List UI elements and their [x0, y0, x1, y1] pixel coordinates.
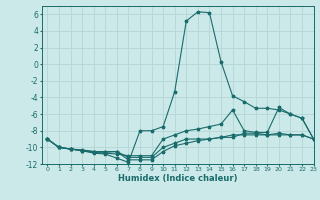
X-axis label: Humidex (Indice chaleur): Humidex (Indice chaleur)	[118, 174, 237, 183]
